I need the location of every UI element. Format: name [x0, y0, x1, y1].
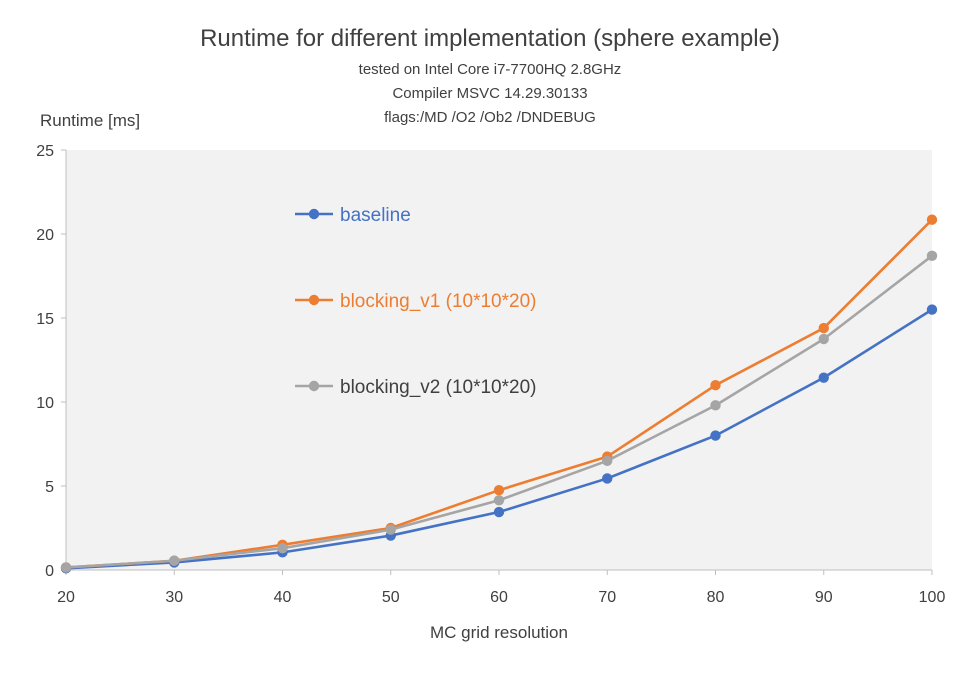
y-axis-label: Runtime [ms] [40, 111, 140, 130]
y-tick-label: 10 [36, 395, 54, 412]
x-tick-label: 70 [598, 589, 616, 606]
x-tick-label: 60 [490, 589, 508, 606]
y-tick-label: 5 [45, 479, 54, 496]
data-point [818, 322, 829, 334]
y-tick-label: 25 [36, 143, 54, 160]
legend-label: blocking_v2 (10*10*20) [340, 377, 536, 398]
x-tick-label: 90 [815, 589, 833, 606]
legend-label: baseline [340, 205, 411, 226]
data-point [60, 562, 72, 573]
data-point [493, 485, 505, 496]
data-point [710, 400, 721, 411]
legend-label: blocking_v1 (10*10*20) [340, 291, 536, 312]
x-tick-label: 100 [919, 589, 946, 606]
series-3 [60, 250, 938, 573]
legend-item: baseline [295, 205, 411, 226]
data-point [818, 372, 829, 383]
data-point [926, 214, 938, 225]
data-point [818, 333, 829, 345]
y-axis-ticks: 0 5 10 15 20 25 [36, 143, 66, 580]
data-point [493, 495, 505, 506]
legend-item: blocking_v1 (10*10*20) [295, 291, 536, 312]
legend: baseline blocking_v1 (10*10*20) blocking_v… [295, 205, 536, 398]
data-point [385, 524, 396, 535]
data-point [926, 250, 938, 262]
legend-swatch-marker [308, 294, 320, 306]
chart-title: Runtime for different implementation (sp… [200, 25, 780, 52]
y-tick-label: 0 [45, 563, 54, 580]
x-tick-label: 50 [382, 589, 400, 606]
x-axis-label: MC grid resolution [430, 623, 568, 642]
x-tick-label: 80 [707, 589, 725, 606]
series-layer [60, 214, 938, 574]
data-point [710, 430, 721, 441]
data-point [602, 455, 613, 466]
data-point [277, 542, 288, 554]
legend-item: blocking_v2 (10*10*20) [295, 377, 536, 398]
x-tick-label: 20 [57, 589, 75, 606]
x-tick-label: 30 [165, 589, 183, 606]
data-point [493, 506, 505, 518]
data-point [926, 304, 938, 315]
legend-swatch-marker [308, 380, 320, 392]
data-point [710, 380, 721, 391]
y-tick-label: 15 [36, 311, 54, 328]
chart-subtitle-line-2: Compiler MSVC 14.29.30133 [392, 85, 587, 102]
legend-swatch-marker [308, 208, 320, 220]
y-tick-label: 20 [36, 227, 54, 244]
x-axis-ticks: 20 30 40 50 60 70 80 90 100 [57, 570, 945, 606]
chart-subtitle-line-1: tested on Intel Core i7-7700HQ 2.8GHz [359, 61, 622, 78]
chart-subtitle-line-3: flags:/MD /O2 /Ob2 /DNDEBUG [384, 109, 596, 126]
data-point [169, 555, 180, 566]
x-tick-label: 40 [274, 589, 292, 606]
data-point [602, 473, 613, 484]
